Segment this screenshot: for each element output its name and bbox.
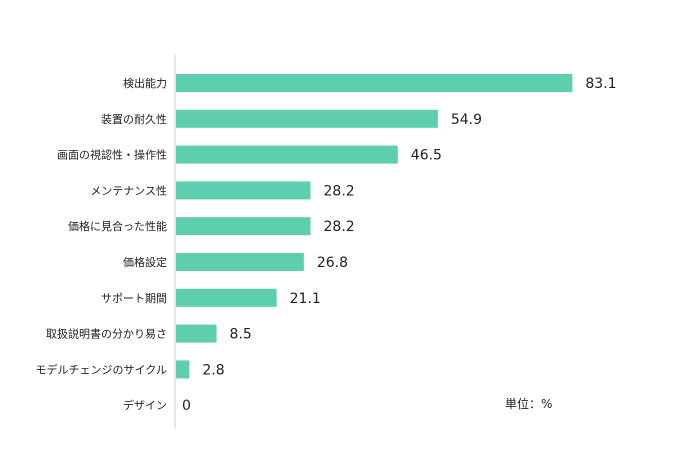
- category-label: 取扱説明書の分かり易さ: [46, 327, 167, 341]
- category-label: 価格設定: [123, 255, 167, 269]
- category-label: メンテナンス性: [90, 183, 167, 197]
- category-label: モデルチェンジのサイクル: [36, 362, 167, 376]
- category-label: サポート期間: [101, 292, 167, 305]
- value-label: 2.8: [202, 362, 224, 378]
- category-label: 画面の視認性・操作性: [57, 148, 167, 162]
- bar: [176, 360, 190, 379]
- bar: [176, 145, 398, 164]
- bar: [176, 288, 277, 307]
- value-label: 54.9: [451, 112, 482, 128]
- bar: [176, 217, 311, 236]
- value-label: 0: [182, 398, 191, 414]
- value-label: 8.5: [230, 327, 252, 343]
- value-label: 28.2: [324, 183, 355, 199]
- category-label: 価格に見合った性能: [68, 219, 167, 233]
- value-label: 21.1: [290, 291, 321, 307]
- category-label: 装置の耐久性: [101, 112, 167, 126]
- bar: [176, 324, 217, 343]
- value-label: 83.1: [585, 76, 616, 92]
- category-label: 検出能力: [123, 76, 167, 90]
- bars-group: 検出能力 83.1 装置の耐久性 54.9 画面の視認性・操作性 46.5 メンテナンス性 2…: [36, 74, 617, 414]
- bar: [176, 74, 573, 92]
- value-label: 28.2: [324, 219, 355, 235]
- value-label: 46.5: [411, 148, 442, 164]
- value-label: 26.8: [317, 255, 348, 271]
- bar: [176, 109, 438, 128]
- bar: [176, 253, 304, 271]
- unit-label: 単位：%: [505, 396, 552, 411]
- bar: [176, 181, 311, 200]
- category-label: デザイン: [123, 398, 167, 412]
